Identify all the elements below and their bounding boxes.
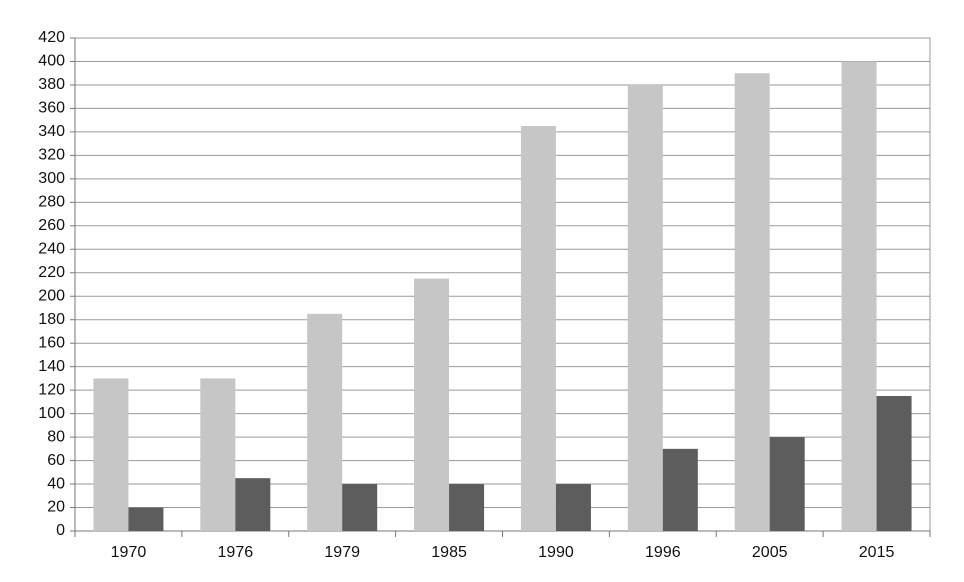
- y-tick-label: 320: [38, 147, 65, 164]
- y-tick-label: 160: [38, 334, 65, 351]
- bar: [342, 484, 378, 531]
- x-tick-label: 1970: [111, 544, 147, 561]
- y-tick-label: 40: [47, 475, 65, 492]
- x-tick-label: 1985: [431, 544, 467, 561]
- y-tick-label: 400: [38, 53, 65, 70]
- y-tick-label: 200: [38, 287, 65, 304]
- bar: [841, 61, 877, 531]
- bar: [662, 448, 698, 531]
- x-tick-label: 1976: [218, 544, 254, 561]
- bar: [627, 84, 663, 531]
- x-tick-label: 1996: [645, 544, 681, 561]
- y-tick-label: 380: [38, 76, 65, 93]
- y-tick-label: 300: [38, 170, 65, 187]
- y-tick-label: 100: [38, 405, 65, 422]
- bar: [734, 73, 770, 531]
- x-tick-label: 1979: [324, 544, 360, 561]
- bar: [449, 484, 485, 531]
- bar: [235, 478, 271, 531]
- bar: [307, 313, 343, 531]
- bar: [876, 396, 912, 531]
- bar: [414, 278, 450, 531]
- y-tick-label: 220: [38, 264, 65, 281]
- y-tick-label: 420: [38, 29, 65, 46]
- bar: [93, 378, 129, 531]
- y-tick-label: 140: [38, 358, 65, 375]
- y-tick-label: 120: [38, 381, 65, 398]
- bar: [769, 437, 805, 531]
- x-tick-label: 2005: [752, 544, 788, 561]
- y-tick-label: 240: [38, 241, 65, 258]
- bar: [200, 378, 236, 531]
- y-tick-label: 280: [38, 194, 65, 211]
- y-tick-label: 80: [47, 428, 65, 445]
- bar: [555, 484, 591, 531]
- y-tick-label: 360: [38, 100, 65, 117]
- bar: [520, 126, 556, 532]
- y-tick-label: 0: [56, 522, 65, 539]
- x-tick-label: 1990: [538, 544, 574, 561]
- x-tick-label: 2015: [859, 544, 895, 561]
- y-tick-label: 20: [47, 499, 65, 516]
- bar: [128, 507, 164, 531]
- y-tick-label: 260: [38, 217, 65, 234]
- y-tick-label: 340: [38, 123, 65, 140]
- y-tick-label: 180: [38, 311, 65, 328]
- y-tick-label: 60: [47, 452, 65, 469]
